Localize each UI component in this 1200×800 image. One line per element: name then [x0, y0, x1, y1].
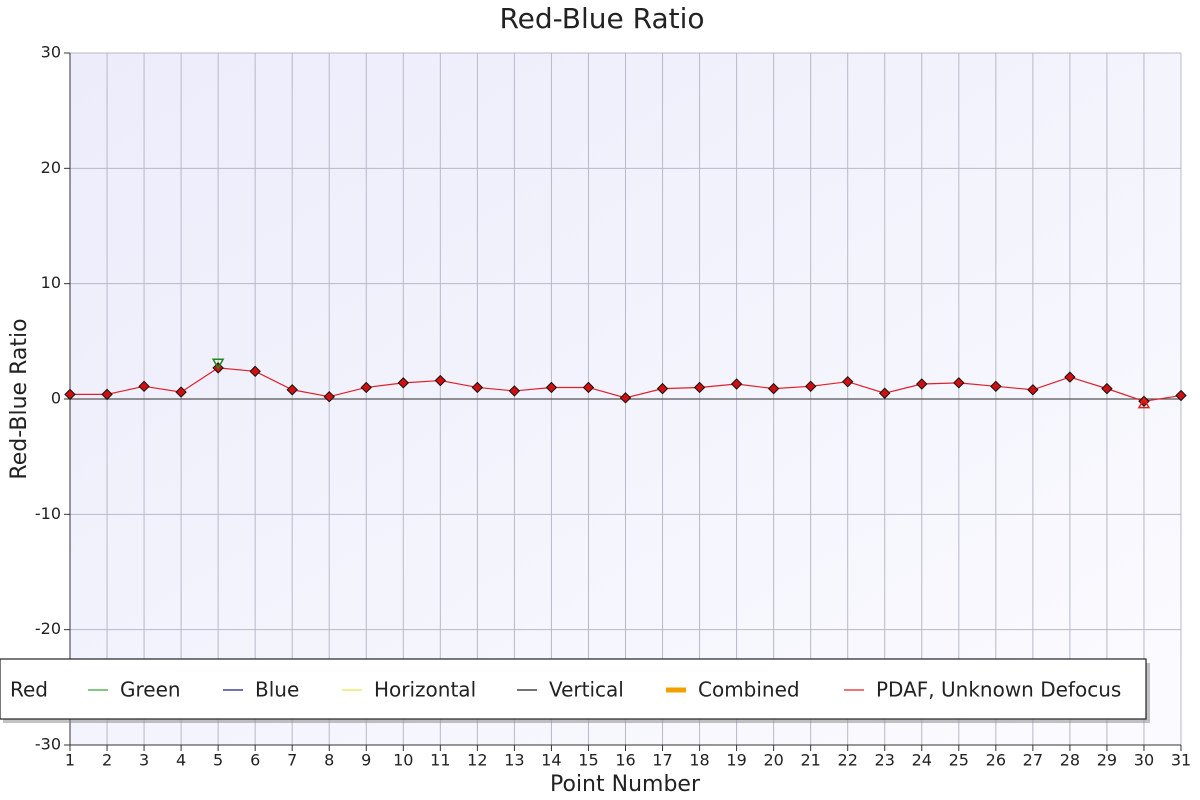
point-marker	[360, 381, 372, 394]
point-marker	[767, 382, 780, 395]
x-tick-label: 31	[1171, 751, 1191, 770]
point-marker	[582, 381, 595, 394]
x-tick-label: 4	[176, 751, 186, 770]
x-tick-label: 24	[912, 751, 932, 770]
point-marker	[730, 378, 743, 390]
point-marker	[434, 374, 447, 387]
x-tick-label: 12	[467, 751, 487, 770]
legend-label: Blue	[255, 678, 299, 702]
x-tick-label: 13	[504, 751, 524, 770]
x-tick-label: 17	[652, 751, 672, 770]
x-tick-label: 10	[393, 751, 413, 770]
x-tick-label: 23	[875, 751, 895, 770]
point-marker	[953, 377, 965, 389]
point-marker	[323, 390, 335, 403]
y-tick-label: 20	[41, 158, 61, 177]
y-tick-label: 30	[41, 43, 61, 62]
y-tick-label: 0	[51, 389, 61, 408]
point-marker	[916, 378, 928, 390]
x-tick-label: 29	[1097, 751, 1117, 770]
point-marker	[693, 381, 706, 394]
x-tick-label: 19	[726, 751, 746, 770]
y-tick-label: -10	[35, 504, 61, 523]
x-tick-label: 5	[213, 751, 223, 770]
x-tick-label: 11	[430, 751, 450, 770]
x-tick-label: 26	[986, 751, 1006, 770]
x-tick-label: 3	[139, 751, 149, 770]
y-tick-label: -20	[35, 619, 61, 638]
x-tick-label: 15	[578, 751, 598, 770]
point-marker	[656, 382, 669, 395]
point-marker	[64, 388, 76, 401]
point-marker	[841, 375, 854, 388]
point-marker	[286, 384, 298, 396]
x-tick-label: 1	[65, 751, 75, 770]
legend-label: Horizontal	[374, 678, 476, 702]
point-marker	[1027, 384, 1039, 396]
legend-label: Green	[120, 678, 181, 702]
y-axis-label: Red-Blue Ratio	[7, 318, 32, 479]
legend-label: Combined	[698, 678, 800, 702]
x-tick-label: 8	[324, 751, 334, 770]
x-tick-label: 2	[102, 751, 112, 770]
point-marker	[1175, 389, 1187, 402]
x-tick-label: 25	[949, 751, 969, 770]
min-marker	[1137, 397, 1151, 409]
legend: Red Green Blue Horizontal Vertical Combined PD…	[0, 658, 1150, 723]
chart-title: Red-Blue Ratio	[499, 2, 704, 35]
marks	[64, 358, 1187, 409]
x-tick-label: 20	[763, 751, 783, 770]
x-tick-label: 9	[361, 751, 371, 770]
point-marker	[101, 388, 113, 401]
x-axis-label: Point Number	[550, 772, 701, 797]
point-marker	[397, 377, 410, 389]
legend-label: PDAF, Unknown Defocus	[876, 678, 1121, 702]
point-marker	[879, 387, 891, 399]
point-marker	[508, 385, 521, 397]
point-marker	[138, 380, 150, 393]
max-marker	[211, 358, 225, 370]
point-marker	[249, 365, 261, 378]
point-marker	[1101, 382, 1113, 395]
x-tick-label: 22	[838, 751, 858, 770]
point-marker	[619, 392, 632, 404]
y-tick-label: 10	[41, 273, 61, 292]
point-marker	[175, 386, 187, 398]
legend-box	[0, 658, 1147, 720]
y-tick-label: -30	[35, 735, 61, 754]
x-tick-label: 16	[615, 751, 635, 770]
legend-label: Vertical	[549, 678, 624, 702]
x-tick-label: 18	[689, 751, 709, 770]
point-marker	[804, 380, 817, 393]
point-marker	[471, 381, 484, 394]
x-tick-label: 7	[287, 751, 297, 770]
legend-label: Red	[10, 678, 48, 702]
x-tick-label: 30	[1134, 751, 1154, 770]
point-marker	[990, 380, 1002, 393]
x-tick-label: 6	[250, 751, 260, 770]
x-tick-label: 14	[541, 751, 561, 770]
x-tick-label: 27	[1023, 751, 1043, 770]
point-marker	[545, 381, 558, 394]
x-tick-label: 21	[800, 751, 820, 770]
x-tick-label: 28	[1060, 751, 1080, 770]
point-marker	[1064, 371, 1076, 383]
